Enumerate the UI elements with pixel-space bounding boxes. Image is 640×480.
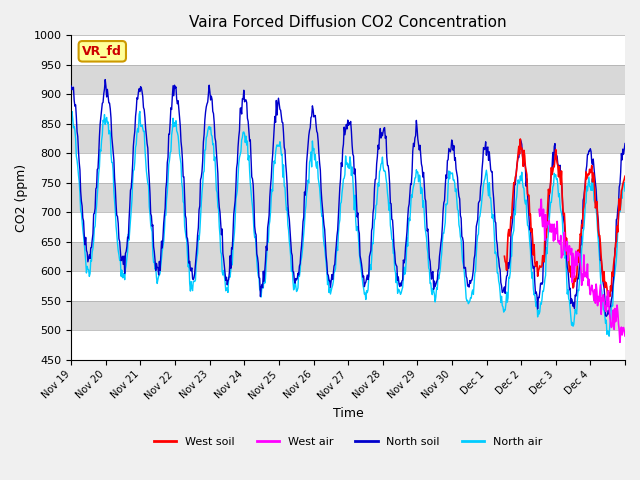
- X-axis label: Time: Time: [333, 407, 364, 420]
- Legend: West soil, West air, North soil, North air: West soil, West air, North soil, North a…: [149, 432, 547, 451]
- Bar: [71, 153, 625, 183]
- Bar: [71, 212, 625, 242]
- Title: Vaira Forced Diffusion CO2 Concentration: Vaira Forced Diffusion CO2 Concentration: [189, 15, 507, 30]
- Y-axis label: CO2 (ppm): CO2 (ppm): [15, 164, 28, 231]
- Bar: [71, 36, 625, 65]
- Bar: [71, 330, 625, 360]
- Bar: [71, 94, 625, 124]
- Bar: [71, 300, 625, 330]
- Bar: [71, 65, 625, 94]
- Text: VR_fd: VR_fd: [83, 45, 122, 58]
- Bar: [71, 183, 625, 212]
- Bar: [71, 124, 625, 153]
- Bar: [71, 271, 625, 300]
- Bar: [71, 242, 625, 271]
